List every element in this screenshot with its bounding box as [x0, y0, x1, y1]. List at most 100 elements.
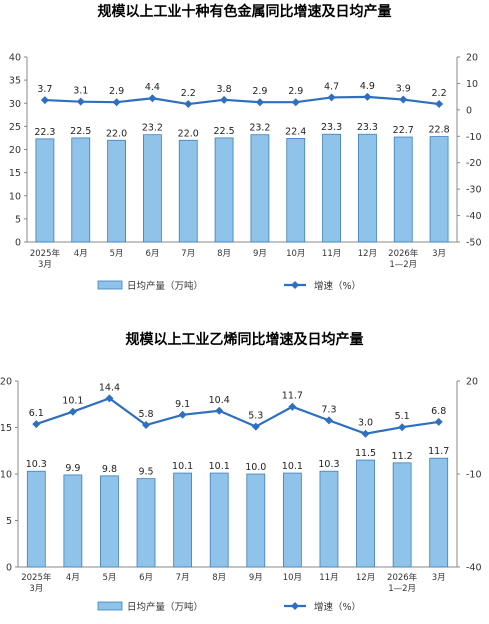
line-point [105, 394, 114, 403]
line-point [184, 100, 193, 109]
line-point [327, 93, 336, 102]
category-label: 9月 [249, 573, 263, 583]
category-label: 2026年 [387, 572, 418, 583]
legend-bar-label: 日均产量（万吨） [127, 601, 203, 613]
line-value-label: 4.9 [360, 81, 375, 92]
legend: 日均产量（万吨） 增速（%） [97, 601, 361, 613]
category-label: 10月 [286, 249, 305, 259]
right-tick-label: 0 [466, 105, 472, 116]
line-value-label: 3.8 [217, 84, 232, 95]
legend-bar-swatch [97, 280, 123, 290]
bar [246, 473, 266, 568]
left-tick-label: 5 [6, 516, 12, 527]
bar [429, 457, 449, 568]
line-value-label: 10.1 [62, 396, 83, 407]
line-value-label: 3.0 [358, 418, 373, 429]
left-tick-label: 15 [9, 168, 21, 179]
bar [100, 475, 119, 568]
category-label: 3月 [432, 249, 446, 259]
left-tick-label: 15 [0, 423, 12, 434]
category-label: 12月 [356, 573, 375, 583]
category-label: 7月 [181, 249, 195, 259]
line-point [32, 420, 41, 429]
line-value-label: 14.4 [99, 382, 120, 393]
line-value-label: 2.2 [181, 88, 196, 99]
category-label: 1—2月 [389, 260, 417, 270]
bar-value-label: 9.5 [138, 467, 153, 478]
line-point [324, 416, 333, 425]
line-point [288, 402, 297, 411]
category-label: 7月 [176, 573, 190, 583]
bar-value-label: 11.5 [355, 448, 376, 459]
line-point [40, 96, 49, 105]
line-value-label: 6.8 [431, 406, 446, 417]
category-label: 4月 [66, 573, 80, 583]
chart-title: 规模以上工业乙烯同比增速及日均产量 [126, 331, 364, 348]
line-point [215, 406, 224, 415]
line-point [112, 98, 121, 107]
category-label: 3月 [432, 573, 446, 583]
bar-value-label: 22.8 [429, 125, 450, 136]
line-value-label: 4.7 [324, 81, 339, 92]
bar [322, 133, 341, 243]
left-tick-label: 40 [9, 53, 21, 64]
legend-line-label: 增速（%） [314, 601, 361, 613]
bar-value-label: 22.4 [285, 126, 306, 137]
line-point [435, 100, 444, 109]
category-label: 8月 [212, 573, 226, 583]
left-tick-label: 0 [6, 563, 12, 574]
category-label: 8月 [217, 249, 231, 259]
line-point [255, 98, 264, 107]
bar-value-label: 23.2 [249, 123, 270, 134]
line-value-label: 3.9 [396, 84, 411, 95]
bar-value-label: 23.3 [357, 122, 378, 133]
line-value-label: 2.9 [109, 86, 124, 97]
bar [286, 137, 306, 243]
category-label: 11月 [319, 573, 338, 583]
bar [392, 462, 412, 568]
bar-value-label: 10.1 [172, 461, 193, 472]
line-point [68, 407, 77, 416]
bar-value-label: 9.9 [65, 463, 80, 474]
bar-value-label: 22.0 [106, 128, 127, 139]
right-tick-label: 10 [466, 79, 478, 90]
bar-value-label: 10.1 [209, 461, 230, 472]
bar [393, 136, 413, 243]
bar [358, 133, 377, 243]
category-label: 3月 [29, 584, 43, 594]
bar-value-label: 22.7 [393, 125, 414, 136]
line-value-label: 5.3 [248, 411, 263, 422]
right-tick-label: -10 [466, 132, 482, 143]
category-label: 5月 [110, 249, 124, 259]
chart-2: 规模以上工业乙烯同比增速及日均产量 0 5 10 15 20 -40 -10 20 10.3 9.9… [0, 331, 482, 613]
line-value-label: 6.1 [29, 408, 44, 419]
line-value-label: 9.1 [175, 399, 190, 410]
line-value-label: 2.9 [288, 86, 303, 97]
legend-bar-swatch [97, 601, 123, 611]
bar [214, 137, 234, 243]
bar [178, 139, 198, 243]
line-value-label: 4.4 [145, 82, 160, 93]
line-value-label: 3.7 [37, 84, 52, 95]
line-point [142, 421, 151, 430]
category-label: 3月 [38, 260, 52, 270]
line-point [361, 429, 370, 438]
bar-value-label: 10.3 [26, 459, 47, 470]
left-tick-label: 20 [9, 145, 21, 156]
line-point [148, 94, 157, 103]
bar-value-label: 22.3 [34, 127, 55, 138]
bar [35, 138, 55, 243]
bar [173, 472, 193, 568]
left-tick-label: 10 [0, 470, 12, 481]
legend-line-marker [291, 602, 299, 610]
category-label: 4月 [74, 249, 88, 259]
bar-value-label: 23.3 [321, 122, 342, 133]
legend-line-label: 增速（%） [314, 280, 361, 292]
bar-value-label: 22.0 [178, 128, 199, 139]
line-point [178, 410, 187, 419]
line-point [291, 98, 300, 107]
bar [136, 478, 156, 568]
bar [429, 136, 449, 243]
bar [26, 470, 46, 568]
